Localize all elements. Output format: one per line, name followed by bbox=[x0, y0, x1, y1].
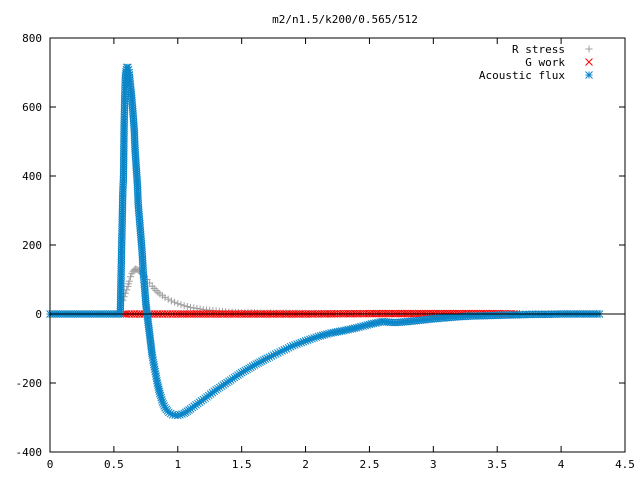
legend-marker-r-stress bbox=[585, 45, 593, 53]
y-tick-label: 0 bbox=[35, 308, 42, 321]
legend-label-acoustic-flux: Acoustic flux bbox=[479, 69, 565, 82]
data-point bbox=[174, 300, 182, 308]
y-tick-label: 400 bbox=[22, 170, 42, 183]
data-point bbox=[127, 273, 134, 281]
plot-area bbox=[46, 63, 604, 420]
data-point bbox=[154, 288, 162, 296]
data-point bbox=[183, 303, 191, 311]
data-point bbox=[123, 286, 131, 294]
series-acoustic-flux bbox=[46, 63, 604, 420]
legend-label-g-work: G work bbox=[525, 56, 565, 69]
x-tick-label: 2 bbox=[302, 458, 309, 471]
x-tick-label: 4.5 bbox=[615, 458, 635, 471]
x-tick-label: 0 bbox=[47, 458, 54, 471]
series-r-stress bbox=[119, 265, 603, 318]
data-point bbox=[190, 304, 198, 312]
axes: 0 0.5 1 1.5 2 2.5 3 3.5 4 4.5 -400 -200 0 200 400 600 80… bbox=[16, 32, 635, 471]
data-point bbox=[167, 297, 175, 305]
y-tick-label: 600 bbox=[22, 101, 42, 114]
data-point bbox=[161, 293, 169, 301]
x-tick-label: 4 bbox=[558, 458, 565, 471]
data-point bbox=[125, 277, 133, 285]
y-tick-label: -200 bbox=[16, 377, 43, 390]
x-tick-label: 3 bbox=[430, 458, 437, 471]
data-point bbox=[171, 298, 179, 306]
x-tick-label: 2.5 bbox=[360, 458, 380, 471]
legend-label-r-stress: R stress bbox=[512, 43, 565, 56]
y-tick-label: 800 bbox=[22, 32, 42, 45]
chart-title: m2/n1.5/k200/0.565/512 bbox=[272, 13, 418, 26]
data-point bbox=[164, 295, 172, 303]
y-tick-label: -400 bbox=[16, 446, 43, 459]
data-point bbox=[180, 302, 188, 310]
legend-marker-g-work bbox=[585, 58, 593, 66]
x-tick-label: 3.5 bbox=[487, 458, 507, 471]
x-tick-label: 0.5 bbox=[104, 458, 124, 471]
plot-frame bbox=[49, 37, 626, 453]
x-tick-label: 1 bbox=[174, 458, 181, 471]
x-tick-label: 1.5 bbox=[232, 458, 252, 471]
data-point bbox=[187, 303, 195, 311]
data-point bbox=[177, 301, 185, 309]
legend-marker-acoustic-flux bbox=[585, 71, 593, 79]
y-tick-label: 200 bbox=[22, 239, 42, 252]
